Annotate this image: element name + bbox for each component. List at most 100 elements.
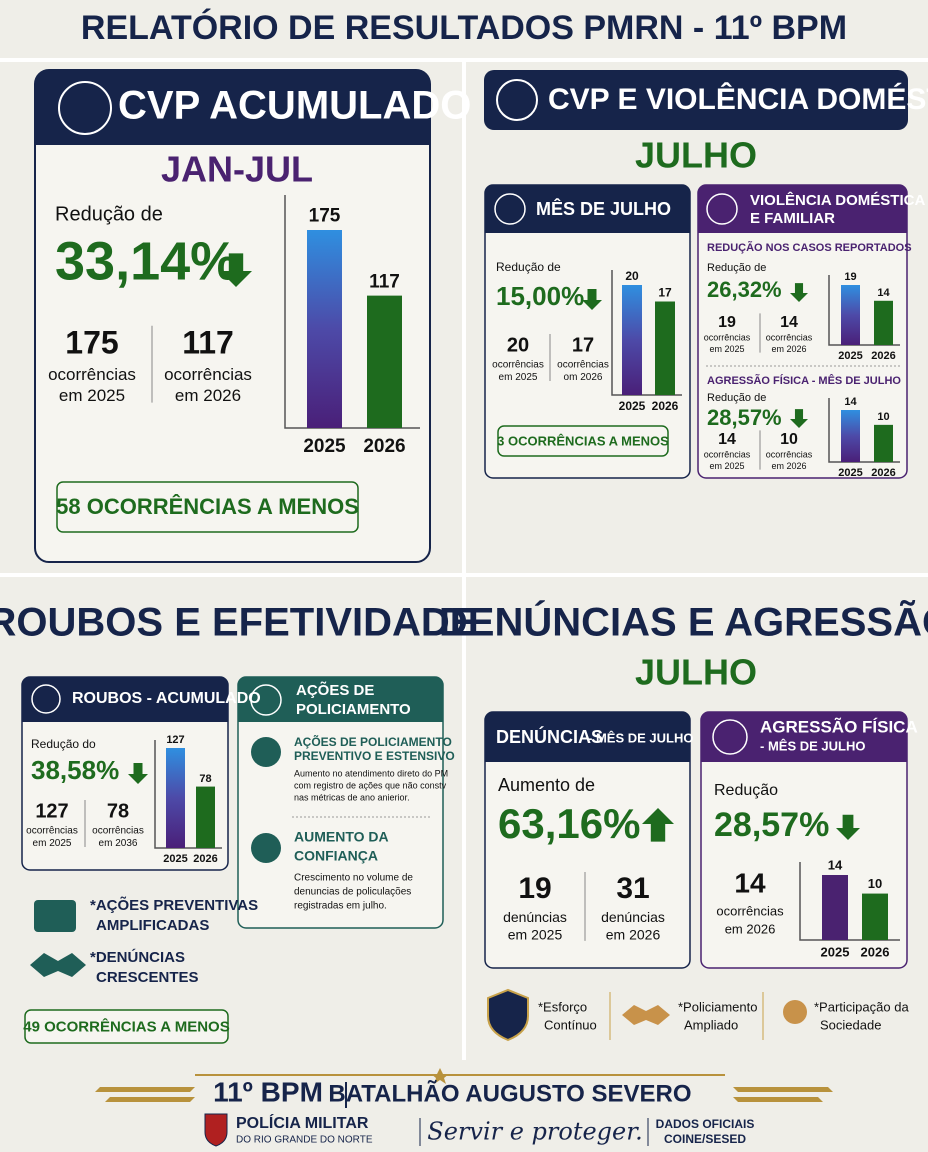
footer-source: COINE/SESED	[664, 1132, 746, 1146]
card-title: DENÚNCIAS	[496, 726, 603, 747]
summary-box	[497, 425, 669, 457]
bar-value: 175	[309, 206, 341, 227]
card-title: POLICIAMENTO	[296, 701, 411, 718]
card-title: E FAMILIAR	[750, 210, 835, 227]
panel-header	[484, 70, 908, 130]
bar	[655, 301, 675, 395]
summary-text: 3 OCORRÊNCIAS A MENOS	[497, 433, 669, 448]
stat-label: ocorrências	[26, 826, 78, 837]
card-header	[485, 185, 690, 233]
label: Aumento de	[498, 775, 595, 795]
pillar-label: *Esforço	[538, 999, 587, 1014]
icon	[250, 684, 282, 716]
bar-value: 78	[199, 773, 211, 785]
bar	[166, 748, 185, 848]
card-header	[698, 185, 907, 233]
change-value: 28,57%	[714, 806, 829, 844]
pillar-label: Contínuo	[544, 1017, 597, 1032]
footer-org: POLÍCIA MILITAR	[236, 1113, 369, 1132]
x-tick-label: 2026	[652, 399, 679, 413]
stat-value: 117	[182, 324, 234, 360]
period: JAN-JUL	[161, 149, 313, 190]
x-tick-label: 2026	[193, 853, 217, 865]
card-title: ROUBOS - ACUMULADO	[72, 690, 261, 707]
label: Redução do	[31, 737, 96, 751]
x-tick-label: 2026	[861, 944, 890, 959]
stat-label: em 2036	[99, 838, 138, 849]
period: JULHO	[635, 652, 757, 693]
stat-label: ocorrências	[48, 365, 136, 384]
icon	[706, 193, 738, 225]
arrow-icon	[582, 289, 602, 310]
item-text: nas métricas de ano anierior.	[294, 792, 410, 802]
x-tick-label: 2025	[163, 853, 187, 865]
summary-text: 58 OCORRÊNCIAS A MENOS	[56, 494, 359, 519]
stat-label: em 2025	[709, 461, 744, 471]
summary-box	[24, 1009, 229, 1044]
stat-value: 19	[518, 872, 551, 905]
pillar-label: Ampliado	[684, 1017, 738, 1032]
stat-value: 20	[507, 334, 529, 356]
stat-value: 14	[718, 431, 736, 448]
highlight: AMPLIFICADAS	[96, 917, 209, 934]
bar	[196, 786, 215, 848]
logo	[204, 1113, 228, 1147]
x-tick-label: 2025	[838, 467, 862, 479]
bar-value: 117	[369, 271, 400, 292]
stat-label: em 2026	[771, 344, 806, 354]
card-title: - MÊS DE JULHO	[760, 738, 865, 753]
icon	[34, 900, 76, 932]
x-tick-label: 2026	[871, 350, 895, 362]
bar	[841, 285, 860, 345]
footer-unit: 11º BPM	[213, 1076, 323, 1107]
icon	[783, 1000, 807, 1024]
bar-value: 19	[844, 271, 856, 283]
x-tick-label: 2025	[303, 436, 346, 457]
highlight: *AÇÕES PREVENTIVAS	[90, 896, 258, 914]
pillar-label: Sociedade	[820, 1017, 881, 1032]
item-title: CONFIANÇA	[294, 848, 378, 864]
footer-motto: Servir e proteger.	[427, 1118, 642, 1146]
panel-title: CVP E VIOLÊNCIA DOMÉSTICA	[548, 82, 928, 116]
stat-value: 31	[616, 872, 649, 905]
stat-label: ocorrências	[704, 450, 751, 460]
bar	[841, 410, 860, 462]
bar-value: 14	[877, 287, 890, 299]
change-value: 15,00%	[496, 281, 584, 311]
stat-label: denúncias	[601, 909, 665, 925]
arrow-icon	[790, 409, 808, 428]
stat-value: 14	[780, 314, 798, 331]
panel-title: ROUBOS E EFETIVIDADE	[0, 601, 476, 645]
x-tick-label: 2025	[821, 944, 850, 959]
stat-label: ocorrências	[766, 450, 813, 460]
stat-value: 127	[35, 800, 68, 822]
label: Redução de	[496, 260, 561, 274]
icon	[622, 1005, 670, 1025]
stat-label: ocorrências	[557, 360, 609, 371]
summary-box	[56, 481, 359, 533]
stat-label: em 2026	[175, 386, 241, 405]
item-text: registradas em julho.	[294, 901, 387, 912]
pillar-label: *Policiamento	[678, 999, 758, 1014]
card-subtitle: REDUÇÃO NOS CASOS REPORTADOS	[707, 241, 912, 254]
bar-value: 14	[844, 396, 857, 408]
stat-label: em 2025	[33, 838, 72, 849]
icon	[58, 81, 112, 135]
card-header	[701, 712, 907, 762]
x-tick-label: 2025	[619, 399, 646, 413]
icon	[30, 953, 86, 977]
change-value: 26,32%	[707, 277, 782, 302]
bar-value: 17	[658, 285, 672, 299]
summary-text: 49 OCORRÊNCIAS A MENOS	[23, 1017, 229, 1035]
arrow-icon	[790, 283, 808, 302]
arrow-icon	[220, 253, 252, 287]
highlight: *DENÚNCIAS	[90, 948, 185, 966]
card-title: AGRESSÃO FÍSICA	[760, 716, 918, 736]
stat-value: 14	[734, 867, 766, 898]
icon	[251, 737, 281, 767]
change-value: 33,14%	[55, 231, 238, 291]
bar	[862, 893, 888, 940]
stat-label: em 2025	[709, 344, 744, 354]
bar	[622, 285, 642, 395]
